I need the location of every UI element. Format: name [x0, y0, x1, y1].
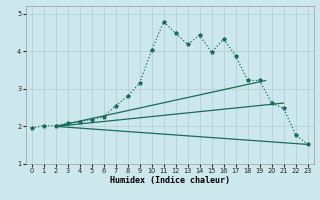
X-axis label: Humidex (Indice chaleur): Humidex (Indice chaleur): [109, 176, 230, 185]
